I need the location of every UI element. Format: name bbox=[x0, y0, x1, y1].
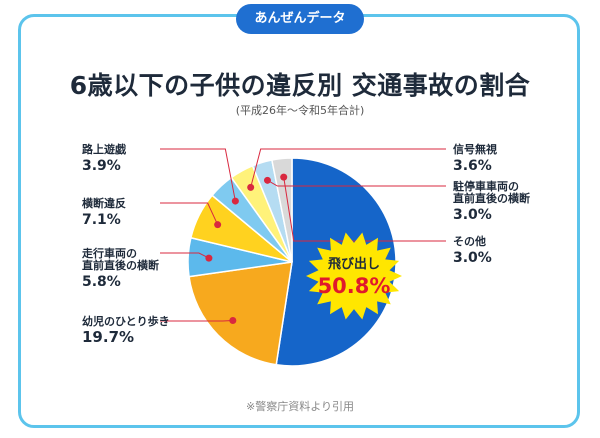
highlight-starburst: 飛び出し 50.8% bbox=[306, 232, 402, 320]
left-label-2-value: 7.1% bbox=[82, 212, 121, 228]
right-label-2-value: 3.0% bbox=[453, 207, 492, 223]
left-label-3-name-2: 直前直後の横断 bbox=[82, 258, 159, 272]
left-label-4-name-1: 幼児のひとり歩き bbox=[82, 314, 170, 328]
right-label-1-value: 3.6% bbox=[453, 158, 492, 174]
left-label-3-name-1: 走行車両の bbox=[81, 246, 137, 260]
left-leader-1-line bbox=[160, 148, 236, 202]
right-label-1-name-1: 信号無視 bbox=[453, 142, 497, 156]
left-label-1-value: 3.9% bbox=[82, 158, 121, 174]
slice-labels: 路上遊戯3.9%横断違反7.1%走行車両の直前直後の横断5.8%幼児のひとり歩き… bbox=[81, 142, 530, 346]
chart-title: 6歳以下の子供の違反別 交通事故の割合 bbox=[69, 71, 531, 100]
starburst-shape bbox=[306, 232, 402, 320]
chart-subtitle: (平成26年〜令和5年合計) bbox=[235, 104, 365, 117]
right-leader-2-dot bbox=[263, 176, 271, 184]
highlight-value: 50.8% bbox=[318, 274, 391, 298]
right-label-3-name-1: その他 bbox=[453, 234, 486, 248]
left-label-1-name-1: 路上遊戯 bbox=[82, 142, 127, 156]
left-leader-4-dot bbox=[229, 316, 237, 324]
pie-slice-8 bbox=[271, 157, 293, 263]
category-pill: あんぜんデータ bbox=[236, 4, 364, 34]
right-leader-3-dot bbox=[280, 173, 288, 181]
left-leader-3-line bbox=[160, 252, 210, 259]
right-leader-3-line bbox=[283, 177, 446, 242]
right-label-2-name-1: 駐停車車両の bbox=[453, 179, 519, 193]
source-note: ※警察庁資料より引用 bbox=[246, 400, 354, 413]
right-label-3-value: 3.0% bbox=[453, 250, 492, 266]
highlight-label: 飛び出し bbox=[327, 256, 380, 272]
pie-slice-2 bbox=[188, 261, 293, 366]
left-label-2-name-1: 横断違反 bbox=[82, 196, 126, 210]
left-label-4-value: 19.7% bbox=[82, 328, 134, 346]
left-leader-4-line bbox=[160, 319, 233, 322]
right-leader-2-line bbox=[267, 179, 446, 187]
left-leader-2-line bbox=[160, 202, 219, 225]
right-leader-1-line bbox=[250, 148, 446, 188]
left-label-3-value: 5.8% bbox=[82, 274, 121, 290]
left-leader-2-dot bbox=[214, 221, 222, 229]
left-leader-1-dot bbox=[231, 197, 239, 205]
right-label-2-name-2: 直前直後の横断 bbox=[453, 191, 530, 205]
leader-lines bbox=[160, 148, 446, 324]
left-leader-3-dot bbox=[205, 254, 213, 262]
right-leader-1-dot bbox=[247, 183, 255, 191]
